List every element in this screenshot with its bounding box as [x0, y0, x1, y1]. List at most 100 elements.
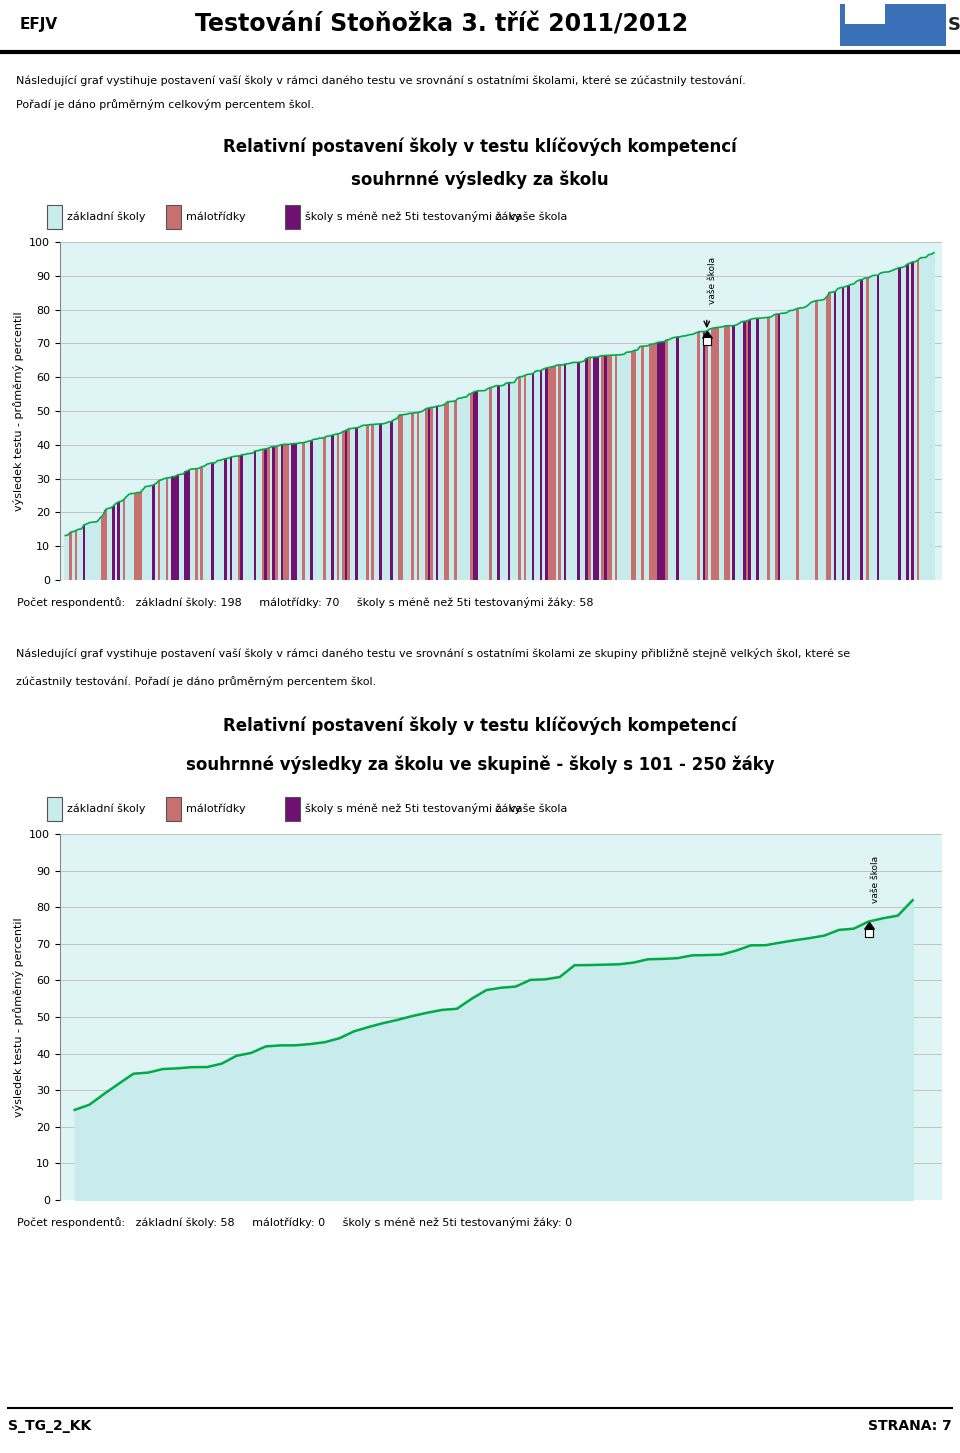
- Bar: [256, 450, 259, 580]
- Bar: [444, 404, 446, 580]
- Bar: [331, 434, 334, 580]
- Bar: [665, 340, 668, 580]
- Bar: [267, 448, 270, 580]
- Bar: [698, 331, 700, 580]
- Bar: [799, 308, 802, 580]
- Bar: [922, 257, 924, 580]
- Bar: [385, 423, 388, 580]
- Bar: [524, 375, 526, 580]
- Bar: [644, 346, 647, 580]
- Bar: [128, 494, 131, 580]
- Bar: [893, 270, 896, 580]
- Bar: [270, 448, 273, 580]
- Bar: [710, 328, 713, 580]
- Bar: [887, 272, 890, 580]
- Bar: [205, 464, 208, 580]
- Bar: [636, 350, 638, 580]
- Bar: [225, 459, 228, 580]
- Bar: [780, 314, 783, 580]
- Bar: [465, 397, 468, 580]
- Bar: [348, 429, 350, 580]
- Text: málotřídky: málotřídky: [185, 212, 245, 222]
- Bar: [457, 398, 460, 580]
- Bar: [168, 478, 171, 580]
- Bar: [120, 501, 123, 580]
- Bar: [746, 321, 748, 580]
- Bar: [679, 337, 682, 580]
- Bar: [649, 344, 652, 580]
- Bar: [684, 336, 686, 580]
- Bar: [492, 386, 494, 580]
- Bar: [542, 369, 545, 580]
- Bar: [508, 382, 511, 580]
- Bar: [831, 292, 833, 580]
- Bar: [449, 401, 451, 580]
- Bar: [737, 324, 740, 580]
- Text: ⌂  vaše škola: ⌂ vaše škola: [495, 212, 567, 222]
- Bar: [617, 355, 620, 580]
- Bar: [481, 391, 484, 580]
- Text: zúčastnily testování. Pořadí je dáno průměrným percentem škol.: zúčastnily testování. Pořadí je dáno prů…: [15, 676, 375, 686]
- Bar: [807, 305, 809, 580]
- Bar: [545, 368, 548, 580]
- Bar: [166, 205, 181, 230]
- Bar: [668, 340, 671, 580]
- Bar: [276, 446, 277, 580]
- Bar: [463, 397, 465, 580]
- Bar: [235, 456, 238, 580]
- Bar: [562, 365, 564, 580]
- Bar: [64, 536, 66, 580]
- Bar: [433, 407, 436, 580]
- Bar: [177, 475, 179, 580]
- Bar: [521, 376, 524, 580]
- Bar: [604, 356, 607, 580]
- Bar: [882, 272, 884, 580]
- Bar: [908, 263, 911, 580]
- Bar: [115, 503, 117, 580]
- Bar: [900, 267, 903, 580]
- Bar: [153, 485, 155, 580]
- Bar: [324, 437, 326, 580]
- Bar: [906, 264, 908, 580]
- Bar: [285, 205, 300, 230]
- Bar: [734, 325, 737, 580]
- Bar: [858, 280, 860, 580]
- Bar: [289, 445, 291, 580]
- Bar: [815, 301, 818, 580]
- Bar: [673, 337, 676, 580]
- Bar: [104, 510, 107, 580]
- Bar: [559, 365, 562, 580]
- Bar: [470, 394, 473, 580]
- Bar: [850, 285, 852, 580]
- Bar: [598, 356, 601, 580]
- Bar: [708, 330, 710, 580]
- Bar: [91, 522, 93, 580]
- Bar: [764, 317, 767, 580]
- Bar: [596, 357, 598, 580]
- Bar: [310, 440, 313, 580]
- Bar: [78, 529, 80, 580]
- Y-axis label: výsledek testu - průměrný percentil: výsledek testu - průměrný percentil: [12, 311, 24, 511]
- Text: SCIO: SCIO: [948, 16, 960, 33]
- Bar: [743, 321, 746, 580]
- Bar: [682, 336, 684, 580]
- Bar: [300, 443, 301, 580]
- Bar: [216, 461, 219, 580]
- Text: EFJV: EFJV: [19, 17, 58, 32]
- Bar: [751, 318, 754, 580]
- Text: souhrnné výsledky za školu ve skupině - školy s 101 - 250 žáky: souhrnné výsledky za školu ve skupině - …: [185, 756, 775, 774]
- Text: Relativní postavení školy v testu klíčových kompetencí: Relativní postavení školy v testu klíčov…: [223, 137, 737, 155]
- Bar: [818, 301, 821, 580]
- Bar: [863, 278, 866, 580]
- Bar: [804, 307, 807, 580]
- Bar: [174, 477, 177, 580]
- Bar: [382, 424, 385, 580]
- Bar: [871, 276, 874, 580]
- Bar: [489, 388, 492, 580]
- Bar: [601, 356, 604, 580]
- Bar: [301, 443, 304, 580]
- Bar: [924, 257, 927, 580]
- Bar: [369, 424, 372, 580]
- Bar: [855, 282, 858, 580]
- Bar: [695, 333, 698, 580]
